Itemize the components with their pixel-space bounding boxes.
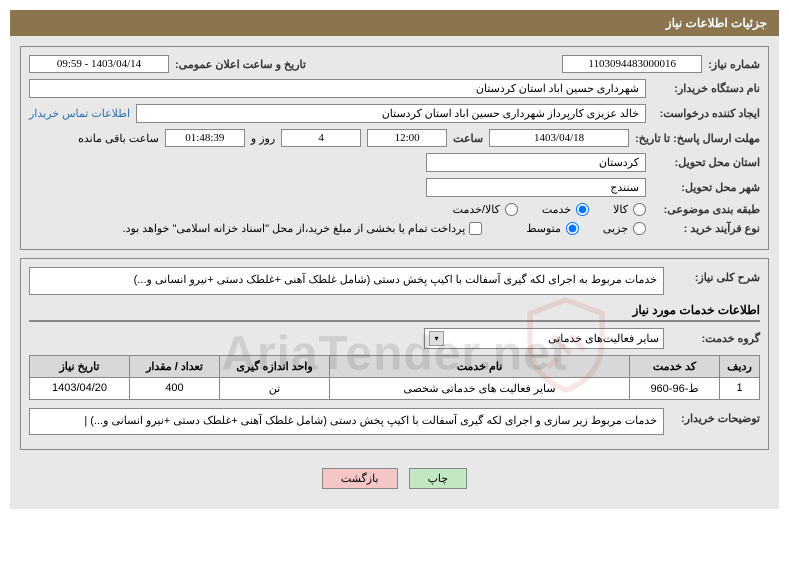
- chevron-down-icon: ▾: [429, 331, 444, 346]
- row-province: استان محل تحویل: کردستان: [29, 153, 760, 172]
- buyer-notes-value: خدمات مربوط زیر سازی و اجرای لکه گیری آس…: [29, 408, 664, 436]
- radio-goods-service-wrap[interactable]: کالا/خدمت: [453, 203, 518, 216]
- radio-goods-input[interactable]: [633, 203, 646, 216]
- city-value: سنندج: [426, 178, 646, 197]
- need-number-value: 1103094483000016: [562, 55, 702, 73]
- radio-medium-wrap[interactable]: متوسط: [526, 222, 579, 235]
- radio-service-wrap[interactable]: خدمت: [542, 203, 589, 216]
- td-code: ط-96-960: [630, 377, 720, 399]
- time-remaining-value: 01:48:39: [165, 129, 245, 147]
- days-remaining-value: 4: [281, 129, 361, 147]
- panel-body: شماره نیاز: 1103094483000016 تاریخ و ساع…: [10, 36, 779, 509]
- service-group-select[interactable]: سایر فعالیت‌های خدماتی ▾: [424, 328, 664, 349]
- city-label: شهر محل تحویل:: [652, 181, 760, 194]
- services-info-title: اطلاعات خدمات مورد نیاز: [29, 303, 760, 322]
- th-row: ردیف: [720, 355, 760, 377]
- general-desc-label: شرح کلی نیاز:: [670, 267, 760, 284]
- buyer-org-value: شهرداری حسین اباد استان کردستان: [29, 79, 646, 98]
- print-button[interactable]: چاپ: [409, 468, 468, 489]
- td-row: 1: [720, 377, 760, 399]
- table-row: 1 ط-96-960 سایر فعالیت های خدماتی شخصی ت…: [30, 377, 760, 399]
- details-fieldset: AriaTender.net شرح کلی نیاز: خدمات مربوط…: [20, 258, 769, 450]
- radio-minor-input[interactable]: [633, 222, 646, 235]
- payment-checkbox[interactable]: [469, 222, 482, 235]
- province-value: کردستان: [426, 153, 646, 172]
- announce-value: 1403/04/14 - 09:59: [29, 55, 169, 73]
- subject-cat-label: طبقه بندی موضوعی:: [652, 203, 760, 216]
- main-fieldset: شماره نیاز: 1103094483000016 تاریخ و ساع…: [20, 46, 769, 250]
- time-label: ساعت: [453, 132, 483, 145]
- table-header-row: ردیف کد خدمت نام خدمت واحد اندازه گیری ت…: [30, 355, 760, 377]
- td-unit: تن: [220, 377, 330, 399]
- creator-value: خالد عزیزی کارپرداز شهرداری حسین اباد اس…: [136, 104, 646, 123]
- th-qty: تعداد / مقدار: [130, 355, 220, 377]
- td-name: سایر فعالیت های خدماتی شخصی: [330, 377, 630, 399]
- td-date: 1403/04/20: [30, 377, 130, 399]
- row-general-desc: شرح کلی نیاز: خدمات مربوط به اجرای لکه گ…: [29, 267, 760, 295]
- buyer-notes-label: توضیحات خریدار:: [670, 408, 760, 425]
- radio-minor-label: جزیی: [603, 222, 628, 235]
- radio-service-label: خدمت: [542, 203, 571, 216]
- panel-header: جزئیات اطلاعات نیاز: [10, 10, 779, 36]
- services-table: ردیف کد خدمت نام خدمت واحد اندازه گیری ت…: [29, 355, 760, 400]
- announce-label: تاریخ و ساعت اعلان عمومی:: [175, 58, 306, 71]
- radio-goods-wrap[interactable]: کالا: [613, 203, 646, 216]
- row-subject-category: طبقه بندی موضوعی: کالا خدمت کالا/خدمت: [29, 203, 760, 216]
- deadline-label: مهلت ارسال پاسخ: تا تاریخ:: [635, 132, 760, 145]
- row-city: شهر محل تحویل: سنندج: [29, 178, 760, 197]
- th-unit: واحد اندازه گیری: [220, 355, 330, 377]
- panel-title: جزئیات اطلاعات نیاز: [666, 16, 767, 30]
- th-name: نام خدمت: [330, 355, 630, 377]
- days-text: روز و: [251, 132, 275, 145]
- radio-goods-service-input[interactable]: [505, 203, 518, 216]
- row-service-group: گروه خدمت: سایر فعالیت‌های خدماتی ▾: [29, 328, 760, 349]
- need-number-label: شماره نیاز:: [708, 58, 760, 71]
- payment-note-text: پرداخت تمام یا بخشی از مبلغ خرید،از محل …: [123, 222, 466, 235]
- service-group-value: سایر فعالیت‌های خدماتی: [548, 332, 659, 345]
- td-qty: 400: [130, 377, 220, 399]
- row-buyer-org: نام دستگاه خریدار: شهرداری حسین اباد است…: [29, 79, 760, 98]
- radio-goods-label: کالا: [613, 203, 628, 216]
- buyer-org-label: نام دستگاه خریدار:: [652, 82, 760, 95]
- purchase-type-label: نوع فرآیند خرید :: [652, 222, 760, 235]
- deadline-time-value: 12:00: [367, 129, 447, 147]
- th-code: کد خدمت: [630, 355, 720, 377]
- radio-medium-label: متوسط: [526, 222, 561, 235]
- province-label: استان محل تحویل:: [652, 156, 760, 169]
- th-date: تاریخ نیاز: [30, 355, 130, 377]
- row-deadline: مهلت ارسال پاسخ: تا تاریخ: 1403/04/18 سا…: [29, 129, 760, 147]
- payment-note-wrap[interactable]: پرداخت تمام یا بخشی از مبلغ خرید،از محل …: [123, 222, 483, 235]
- button-row: چاپ بازگشت: [20, 458, 769, 499]
- row-creator: ایجاد کننده درخواست: خالد عزیزی کارپرداز…: [29, 104, 760, 123]
- row-purchase-type: نوع فرآیند خرید : جزیی متوسط پرداخت تمام…: [29, 222, 760, 235]
- radio-goods-service-label: کالا/خدمت: [453, 203, 500, 216]
- general-desc-value: خدمات مربوط به اجرای لکه گیری آسفالت با …: [29, 267, 664, 295]
- radio-minor-wrap[interactable]: جزیی: [603, 222, 646, 235]
- radio-service-input[interactable]: [576, 203, 589, 216]
- row-buyer-notes: توضیحات خریدار: خدمات مربوط زیر سازی و ا…: [29, 408, 760, 436]
- radio-medium-input[interactable]: [566, 222, 579, 235]
- creator-label: ایجاد کننده درخواست:: [652, 107, 760, 120]
- row-need-number: شماره نیاز: 1103094483000016 تاریخ و ساع…: [29, 55, 760, 73]
- contact-link[interactable]: اطلاعات تماس خریدار: [29, 107, 130, 120]
- service-group-label: گروه خدمت:: [670, 332, 760, 345]
- remaining-text: ساعت باقی مانده: [78, 132, 159, 145]
- back-button[interactable]: بازگشت: [322, 468, 398, 489]
- deadline-date-value: 1403/04/18: [489, 129, 629, 147]
